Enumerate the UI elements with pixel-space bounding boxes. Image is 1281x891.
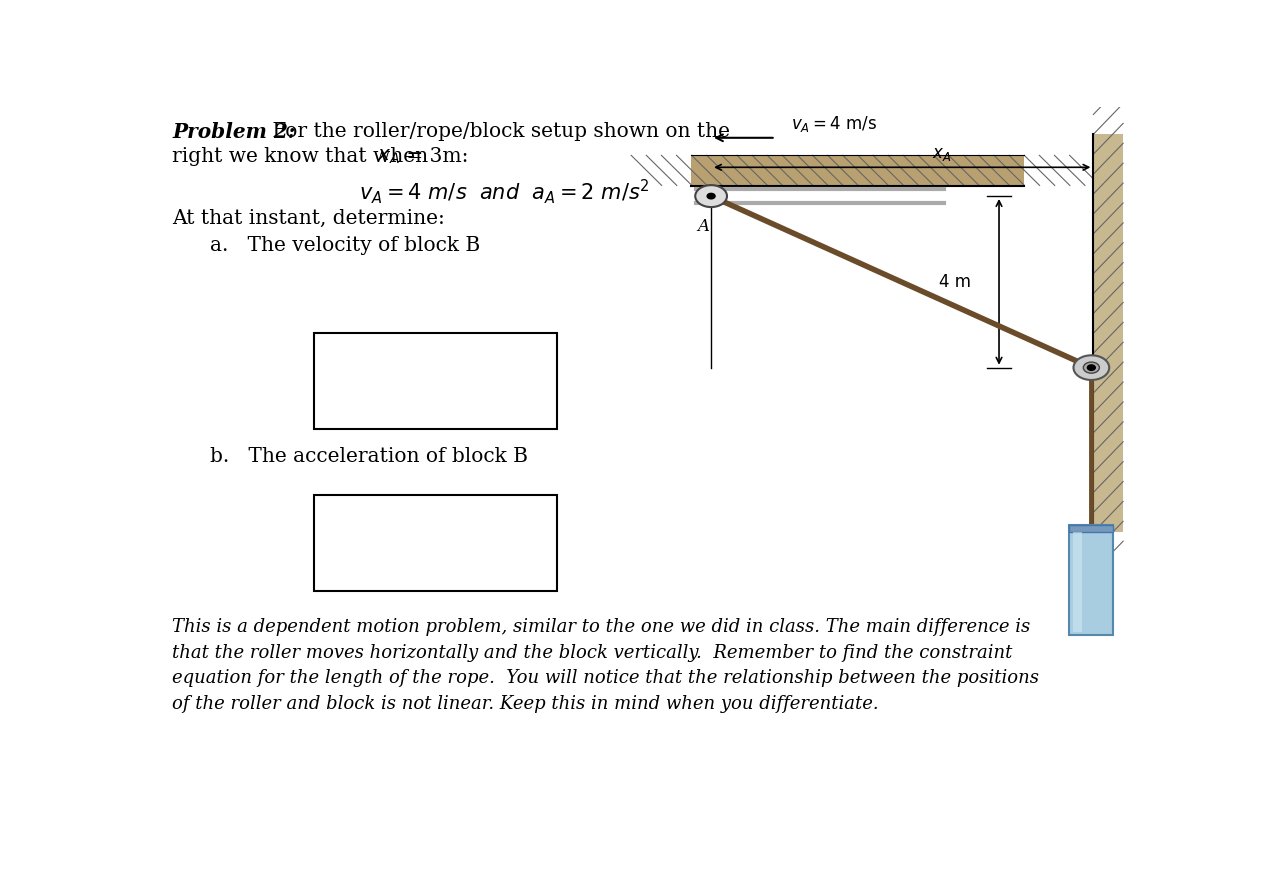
Text: For the roller/rope/block setup shown on the: For the roller/rope/block setup shown on…: [266, 122, 730, 141]
Text: $v_A = 4$ m/s: $v_A = 4$ m/s: [790, 114, 876, 135]
Text: At that instant, determine:: At that instant, determine:: [172, 208, 445, 227]
Circle shape: [1084, 362, 1099, 373]
Circle shape: [1088, 365, 1095, 371]
Bar: [692, 155, 1024, 186]
Bar: [1068, 526, 1113, 532]
Text: right we know that when: right we know that when: [172, 147, 434, 166]
Text: b.   The acceleration of block B: b. The acceleration of block B: [210, 446, 528, 465]
Bar: [1094, 135, 1123, 532]
Text: $x_A$: $x_A$: [377, 147, 400, 166]
Bar: [1081, 359, 1102, 376]
Circle shape: [707, 193, 715, 199]
Circle shape: [1073, 356, 1109, 380]
Text: $x_A$: $x_A$: [933, 145, 952, 163]
Text: Problem 2:: Problem 2:: [172, 122, 296, 142]
Bar: [314, 333, 557, 429]
Text: A: A: [697, 218, 710, 235]
Text: 4 m: 4 m: [939, 273, 971, 290]
Circle shape: [696, 185, 728, 207]
Bar: [1073, 532, 1082, 632]
Text: a.   The velocity of block B: a. The velocity of block B: [210, 236, 480, 255]
Bar: [314, 495, 557, 591]
Text: = 3m:: = 3m:: [401, 147, 469, 166]
Text: $v_A = 4\ m/s$  and  $a_A = 2\ m/s^2$: $v_A = 4\ m/s$ and $a_A = 2\ m/s^2$: [359, 177, 649, 206]
Bar: [1068, 526, 1113, 635]
Text: This is a dependent motion problem, similar to the one we did in class. The main: This is a dependent motion problem, simi…: [172, 618, 1039, 713]
